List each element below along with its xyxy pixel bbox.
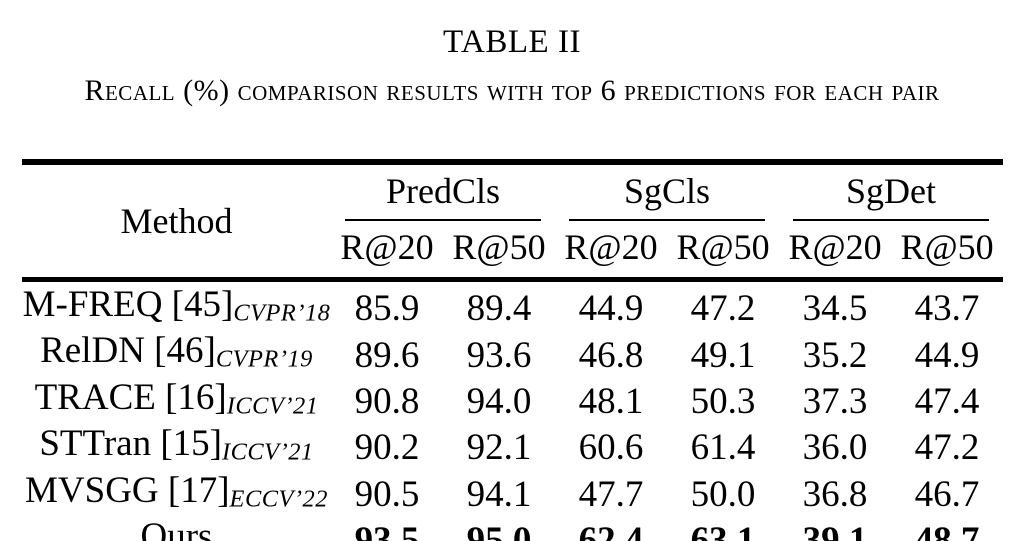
table-caption: Recall (%) comparison results with top 6… [84,74,940,107]
subcolumn-header-predcls-r50: R@50 [452,227,546,267]
value-cell: 34.5 [802,288,868,330]
table-header: Method PredCls SgCls SgDet R@20 R@50 R@2… [22,162,1004,280]
value-cell: 47.2 [690,288,756,330]
value-cell: 36.8 [802,473,868,515]
group-header-sgcls-label: SgCls [569,171,766,221]
method-cell: Ours [22,515,331,541]
method-name: MVSGG [17] [25,469,230,511]
value-cell: 93.6 [466,334,532,376]
value-cell: 46.8 [578,334,644,376]
value-cell: 89.6 [354,334,420,376]
value-cell: 44.9 [914,334,980,376]
value-cell: 44.9 [578,288,644,330]
value-cell: 93.5 [354,520,420,541]
group-header-sgcls: SgCls [555,162,779,221]
value-cell: 47.4 [914,380,980,422]
value-cell: 46.7 [914,473,980,515]
value-cell: 47.2 [914,427,980,469]
venue-subscript: ECCV’22 [229,484,328,512]
value-cell: 90.2 [354,427,420,469]
table-row-mfreq: M-FREQ [45]CVPR’18 85.9 89.4 44.9 47.2 3… [22,280,1003,333]
value-cell: 92.1 [466,427,532,469]
subcolumn-header-sgdet-r20: R@20 [788,227,882,267]
value-cell: 90.8 [354,380,420,422]
subcolumn-header-sgcls-r20: R@20 [564,227,658,267]
group-header-predcls: PredCls [331,162,555,221]
method-cell: STTran [15]ICCV’21 [22,425,331,471]
method-name: TRACE [16] [34,376,227,418]
method-name: Ours [140,515,213,541]
value-cell: 94.0 [466,380,532,422]
method-cell: M-FREQ [45]CVPR’18 [22,280,331,333]
group-header-sgdet-label: SgDet [793,171,990,221]
column-header-method: Method [120,201,233,241]
table-body: M-FREQ [45]CVPR’18 85.9 89.4 44.9 47.2 3… [22,280,1003,541]
group-header-predcls-label: PredCls [345,171,542,221]
value-cell: 62.4 [578,520,644,541]
subcolumn-header-sgcls-r50: R@50 [676,227,770,267]
table-row-trace: TRACE [16]ICCV’21 90.8 94.0 48.1 50.3 37… [22,376,1003,425]
value-cell: 90.5 [354,473,420,515]
table-row-sttran: STTran [15]ICCV’21 90.2 92.1 60.6 61.4 3… [22,425,1003,471]
table-row-mvsgg: MVSGG [17]ECCV’22 90.5 94.1 47.7 50.0 36… [22,469,1003,518]
value-cell: 36.0 [802,427,868,469]
method-cell: RelDN [46]CVPR’19 [22,332,331,378]
results-table: Method PredCls SgCls SgDet R@20 R@50 R@2… [22,159,1004,541]
value-cell: 63.1 [690,520,756,541]
value-cell: 43.7 [914,288,980,330]
method-name: M-FREQ [45] [22,284,234,325]
value-cell: 37.3 [802,380,868,422]
table-row-ours: Ours 93.5 95.0 62.4 63.1 39.1 48.7 [22,515,1003,541]
table-row-reldn: RelDN [46]CVPR’19 89.6 93.6 46.8 49.1 35… [22,332,1003,378]
value-cell: 50.3 [690,380,756,422]
value-cell: 48.1 [578,380,644,422]
value-cell: 39.1 [802,520,868,541]
value-cell: 48.7 [914,520,980,541]
group-header-row: Method PredCls SgCls SgDet [22,162,1003,241]
venue-subscript: CVPR’18 [233,299,331,327]
method-name: RelDN [46] [40,330,216,372]
table-title: TABLE II [443,24,581,60]
value-cell: 50.0 [690,473,756,515]
value-cell: 49.1 [690,334,756,376]
subcolumn-header-row: R@20 R@50 R@20 R@50 R@20 R@50 [22,221,1003,280]
venue-subscript: CVPR’19 [215,345,313,373]
value-cell: 85.9 [354,288,420,330]
method-cell: MVSGG [17]ECCV’22 [22,469,331,518]
venue-subscript: ICCV’21 [221,438,314,466]
method-name: STTran [15] [39,423,222,465]
value-cell: 89.4 [466,288,532,330]
value-cell: 60.6 [578,427,644,469]
value-cell: 35.2 [802,334,868,376]
value-cell: 47.7 [578,473,644,515]
value-cell: 94.1 [466,473,532,515]
subcolumn-header-predcls-r20: R@20 [340,227,434,267]
method-cell: TRACE [16]ICCV’21 [22,376,331,425]
subcolumn-header-sgdet-r50: R@50 [900,227,994,267]
group-header-sgdet: SgDet [779,162,1003,221]
value-cell: 61.4 [690,427,756,469]
venue-subscript: ICCV’21 [226,392,319,420]
value-cell: 95.0 [466,520,532,541]
